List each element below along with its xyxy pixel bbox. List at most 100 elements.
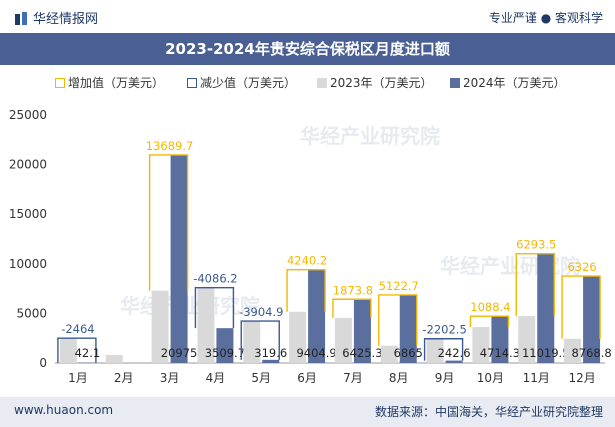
bar-2024-8 (399, 294, 417, 363)
legend-swatch-decrease (187, 78, 197, 88)
value-label-10: 4714.3 (480, 346, 520, 360)
change-label-8: 5122.7 (379, 279, 419, 293)
x-tick-label-4: 4月 (206, 371, 226, 385)
bar-2023-4 (197, 287, 215, 363)
bar-2024-3 (170, 154, 188, 363)
legend-item-2024: 2024年（万美元） (450, 74, 566, 91)
footer: www.huaon.com 数据来源：中国海关，华经产业研究院整理 (0, 397, 615, 427)
brand: 华经情报网 (14, 8, 98, 27)
top-bar: 华经情报网 专业严谨 ● 客观科学 (0, 0, 615, 33)
chart-title: 2023-2024年贵安综合保税区月度进口额 (0, 33, 615, 65)
bar-2023-9 (426, 338, 444, 363)
x-tick-label-10: 10月 (477, 371, 504, 385)
x-tick-label-12: 12月 (568, 371, 595, 385)
bar-2023-1 (59, 338, 77, 363)
value-label-8: 6865 (394, 346, 423, 360)
value-label-4: 3509.7 (205, 346, 245, 360)
x-tick-label-3: 3月 (160, 371, 180, 385)
legend-item-decrease: 减少值（万美元） (187, 74, 296, 91)
huajing-logo-icon (15, 12, 27, 25)
change-box-5 (240, 320, 280, 360)
value-label-5: 319.6 (254, 346, 287, 360)
bar-2024-11 (537, 253, 555, 363)
value-label-7: 6425.3 (342, 346, 382, 360)
y-tick-label: 10000 (9, 257, 47, 271)
bar-2023-2 (105, 355, 123, 363)
value-label-9: 242.6 (438, 346, 471, 360)
y-tick-label: 0 (39, 356, 47, 370)
change-label-1: -2464 (61, 322, 94, 336)
change-label-11: 6293.5 (516, 238, 556, 252)
legend-label-decrease: 减少值（万美元） (200, 76, 297, 90)
value-label-1: 42.1 (75, 346, 101, 360)
bar-2024-1 (78, 362, 96, 364)
change-label-9: -2202.5 (422, 323, 466, 337)
bar-2024-6 (308, 269, 326, 363)
change-box-7 (332, 298, 372, 318)
bar-2024-4 (216, 328, 234, 363)
x-tick-label-1: 1月 (68, 371, 88, 385)
legend-swatch-2024 (450, 78, 460, 88)
y-tick-label: 20000 (9, 158, 47, 172)
change-box-12 (561, 275, 601, 339)
bar-2023-3 (151, 290, 169, 363)
change-label-12: 6326 (567, 260, 596, 274)
x-tick-label-2: 2月 (114, 371, 134, 385)
value-label-6: 9404.9 (296, 346, 336, 360)
legend-label-increase: 增加值（万美元） (68, 76, 165, 90)
change-label-3: 13689.7 (146, 139, 194, 153)
change-label-6: 4240.2 (287, 254, 327, 268)
bar-2023-12 (564, 338, 582, 363)
change-box-11 (515, 252, 555, 317)
footer-source: 数据来源：中国海关，华经产业研究院整理 (374, 405, 603, 419)
x-tick-label-6: 6月 (297, 371, 317, 385)
bar-2024-5 (262, 359, 280, 363)
bar-2024-12 (583, 276, 601, 363)
legend-item-increase: 增加值（万美元） (55, 74, 164, 91)
bar-2024-7 (353, 299, 371, 363)
bar-2023-6 (289, 311, 307, 363)
brand-name: 华经情报网 (33, 12, 99, 27)
change-label-4: -4086.2 (193, 272, 237, 286)
bar-2023-10 (472, 327, 490, 363)
change-label-7: 1873.8 (333, 283, 373, 297)
watermark-1: 华经产业研究院 (300, 124, 440, 148)
bar-2024-9 (445, 360, 463, 363)
x-tick-label-11: 11月 (523, 371, 550, 385)
bar-2023-11 (518, 316, 536, 363)
y-tick-label: 25000 (9, 108, 47, 122)
change-box-1 (57, 337, 97, 363)
x-tick-label-8: 8月 (389, 371, 409, 385)
x-tick-label-9: 9月 (435, 371, 455, 385)
legend-label-2024: 2024年（万美元） (463, 76, 566, 90)
change-box-8 (378, 294, 418, 346)
watermark-2: 华经产业研究院 (120, 294, 260, 318)
change-label-10: 1088.4 (470, 300, 510, 314)
legend-label-2023: 2023年（万美元） (330, 76, 433, 90)
bar-2023-5 (243, 321, 261, 363)
y-tick-label: 15000 (9, 207, 47, 221)
bar-chart: 0 5000 10000 15000 20000 25000 -2464 42.1 1月 2月 13… (9, 108, 612, 385)
footer-website[interactable]: www.huaon.com (14, 403, 114, 417)
legend-item-2023: 2023年（万美元） (317, 74, 433, 91)
value-label-11: 11019.5 (522, 346, 570, 360)
change-label-5: -3904.9 (239, 305, 283, 319)
legend: 增加值（万美元） 减少值（万美元） 2023年（万美元） 2024年（万美元） (0, 70, 615, 90)
bar-2023-8 (380, 345, 398, 363)
y-tick-label: 5000 (16, 306, 47, 320)
change-box-9 (423, 338, 464, 361)
legend-swatch-2023 (317, 78, 327, 88)
value-label-3: 20975 (161, 346, 198, 360)
bar-2023-7 (334, 317, 352, 363)
tagline: 专业严谨 ● 客观科学 (488, 11, 603, 25)
bar-2024-10 (491, 316, 509, 363)
value-label-12: 8768.8 (571, 346, 611, 360)
change-box-10 (469, 315, 510, 328)
x-tick-label-5: 5月 (251, 371, 271, 385)
legend-swatch-increase (55, 78, 65, 88)
change-box-6 (286, 269, 326, 312)
x-tick-label-7: 7月 (343, 371, 363, 385)
change-box-3 (148, 154, 189, 291)
watermark-3: 华经产业研究院 (440, 254, 580, 278)
change-box-4 (194, 286, 235, 329)
